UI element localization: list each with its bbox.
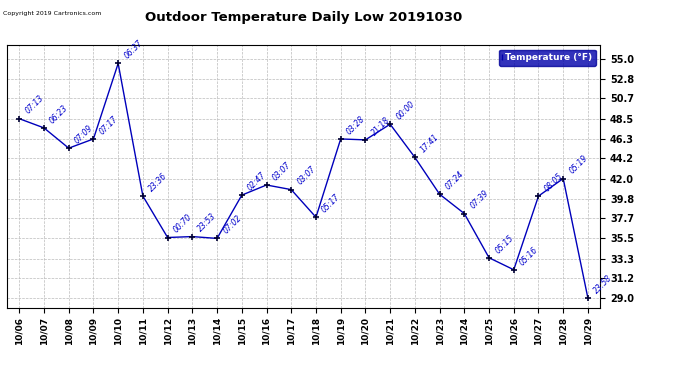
Text: 06:37: 06:37: [122, 39, 144, 61]
Text: 03:07: 03:07: [295, 165, 317, 187]
Text: 05:19: 05:19: [567, 154, 589, 176]
Text: 07:02: 07:02: [221, 214, 244, 236]
Text: 23:58: 23:58: [592, 273, 614, 296]
Text: 21:18: 21:18: [370, 115, 392, 137]
Text: 23:53: 23:53: [197, 212, 219, 234]
Text: 17:41: 17:41: [419, 133, 441, 154]
Text: 05:15: 05:15: [493, 233, 515, 255]
Text: 00:70: 00:70: [172, 213, 194, 235]
Text: 23:36: 23:36: [147, 171, 169, 193]
Text: 08:05: 08:05: [542, 171, 564, 193]
Text: 06:23: 06:23: [48, 103, 70, 125]
Text: 05:16: 05:16: [518, 245, 540, 267]
Text: 07:17: 07:17: [97, 114, 119, 136]
Text: 07:09: 07:09: [73, 123, 95, 146]
Text: 05:17: 05:17: [320, 192, 342, 214]
Text: Outdoor Temperature Daily Low 20191030: Outdoor Temperature Daily Low 20191030: [145, 11, 462, 24]
Text: 03:07: 03:07: [270, 160, 293, 182]
Text: 03:28: 03:28: [345, 114, 367, 136]
Text: 02:47: 02:47: [246, 170, 268, 192]
Text: 07:39: 07:39: [469, 189, 491, 211]
Text: 00:00: 00:00: [394, 99, 416, 122]
Legend: Temperature (°F): Temperature (°F): [499, 50, 595, 66]
Text: 07:13: 07:13: [23, 94, 46, 116]
Text: 07:24: 07:24: [444, 170, 466, 191]
Text: Copyright 2019 Cartronics.com: Copyright 2019 Cartronics.com: [3, 11, 102, 16]
